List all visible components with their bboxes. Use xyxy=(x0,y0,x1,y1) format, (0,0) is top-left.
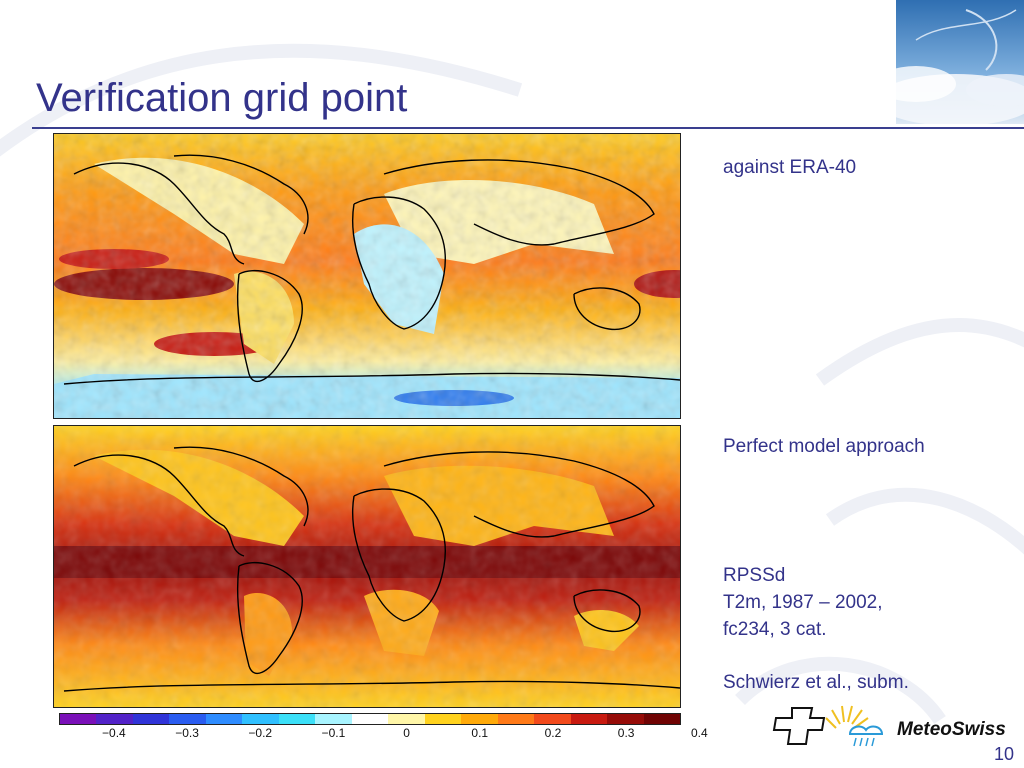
colorbar-tick-label: 0.1 xyxy=(471,726,489,740)
map-perfect-model xyxy=(53,425,681,708)
corner-sky-photo xyxy=(896,0,1024,124)
page-number: 10 xyxy=(993,744,1014,764)
note-rpss-details: RPSSd T2m, 1987 – 2002, fc234, 3 cat. xyxy=(723,562,883,643)
colorbar-segment xyxy=(205,714,243,724)
colorbar-segment xyxy=(169,714,206,724)
note-rpss-line: fc234, 3 cat. xyxy=(723,619,827,640)
colorbar-segment xyxy=(242,714,279,724)
colorbar-segment xyxy=(534,714,571,724)
colorbar-tick-label: −0.4 xyxy=(102,726,126,740)
colorbar-tick-label: 0.4 xyxy=(690,726,708,740)
colorbar-segment xyxy=(60,714,97,724)
colorbar-segment xyxy=(497,714,535,724)
colorbar-tick-labels: −0.4 −0.3 −0.2 −0.1 0 0.1 0.2 0.3 0.4 xyxy=(59,726,708,742)
note-reference: Schwierz et al., subm. xyxy=(723,672,909,693)
note-era40: against ERA-40 xyxy=(723,157,857,178)
colorbar-tick-label: 0.3 xyxy=(617,726,635,740)
title-underline xyxy=(32,127,1024,129)
colorbar-segment xyxy=(388,714,425,724)
colorbar-tick-label: 0.2 xyxy=(544,726,562,740)
map-era40 xyxy=(53,133,714,419)
note-rpss-line: RPSSd xyxy=(723,565,786,586)
note-perfect-model: Perfect model approach xyxy=(723,436,925,457)
colorbar-segment xyxy=(461,714,498,724)
colorbar-tick-label: −0.2 xyxy=(248,726,273,740)
colorbar-segment xyxy=(607,714,644,724)
meteoswiss-logo-icon xyxy=(772,705,884,747)
slide-title: Verification grid point xyxy=(36,76,408,120)
logo-text: MeteoSwiss xyxy=(897,719,1006,740)
colorbar-tick-label: −0.1 xyxy=(321,726,346,740)
colorbar-segment xyxy=(570,714,608,724)
colorbar-segment xyxy=(278,714,316,724)
colorbar-tick-label: 0 xyxy=(403,726,410,740)
colorbar-segment xyxy=(132,714,170,724)
colorbar-segment xyxy=(643,714,680,724)
colorbar-segment xyxy=(351,714,389,724)
colorbar-segment xyxy=(315,714,352,724)
colorbar-segment xyxy=(96,714,133,724)
colorbar xyxy=(59,713,681,725)
note-rpss-line: T2m, 1987 – 2002, xyxy=(723,592,883,613)
colorbar-segment xyxy=(424,714,462,724)
colorbar-tick-label: −0.3 xyxy=(175,726,199,740)
